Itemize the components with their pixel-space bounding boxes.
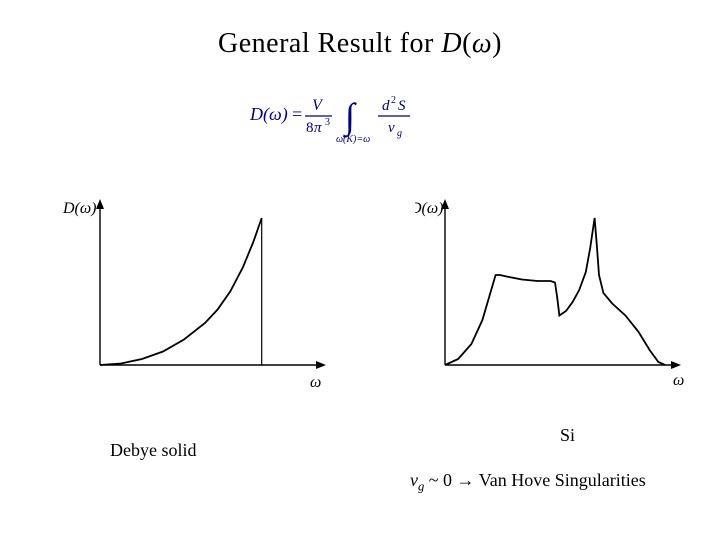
x-label: ω: [673, 372, 684, 389]
formula-v: v: [388, 120, 395, 136]
y-label: D(ω): [415, 200, 444, 217]
x-label: ω: [310, 374, 321, 391]
integral-sign: ∫: [343, 96, 357, 138]
debye-curve: [100, 218, 262, 365]
caption-si: Si: [560, 425, 575, 446]
x-axis-arrow: [316, 361, 326, 369]
slide-title: General Result for D(ω): [0, 28, 720, 60]
formula-frac1-den-8: 8: [306, 120, 314, 136]
formula-lhs: D(ω): [250, 104, 288, 125]
title-arg: ω: [472, 28, 492, 59]
formula-frac1-num: V: [312, 97, 324, 114]
formula-frac1-den-pi: π: [314, 120, 322, 136]
y-label: D(ω): [62, 200, 97, 217]
caption-debye: Debye solid: [110, 440, 196, 461]
vh-tail: Van Hove Singularities: [479, 470, 646, 490]
si-plot: D(ω) ω: [415, 195, 695, 395]
slide: General Result for D(ω) D(ω) = V 8 π 3 ∫…: [0, 0, 720, 540]
formula-S: S: [398, 98, 406, 114]
vh-v: v: [410, 470, 418, 490]
y-axis-arrow: [96, 199, 104, 209]
integral-sub: ω(K)=ω: [336, 134, 370, 145]
debye-plot: D(ω) ω: [60, 195, 340, 395]
formula-d: d: [382, 98, 390, 114]
title-fn: D: [441, 28, 462, 59]
title-open: (: [462, 28, 472, 59]
title-close: ): [492, 28, 502, 59]
formula: D(ω) = V 8 π 3 ∫ ω(K)=ω d 2 S v g: [250, 88, 470, 148]
x-axis-arrow: [671, 361, 681, 369]
caption-van-hove: vg ~ 0 → Van Hove Singularities: [410, 470, 646, 495]
formula-g: g: [397, 128, 402, 139]
formula-frac1-den-exp: 3: [325, 117, 330, 128]
formula-d-exp: 2: [391, 95, 396, 106]
title-prefix: General Result for: [218, 28, 441, 59]
formula-eq: =: [292, 104, 302, 124]
si-curve: [445, 218, 665, 365]
vh-tilde: ~ 0 →: [424, 470, 478, 490]
